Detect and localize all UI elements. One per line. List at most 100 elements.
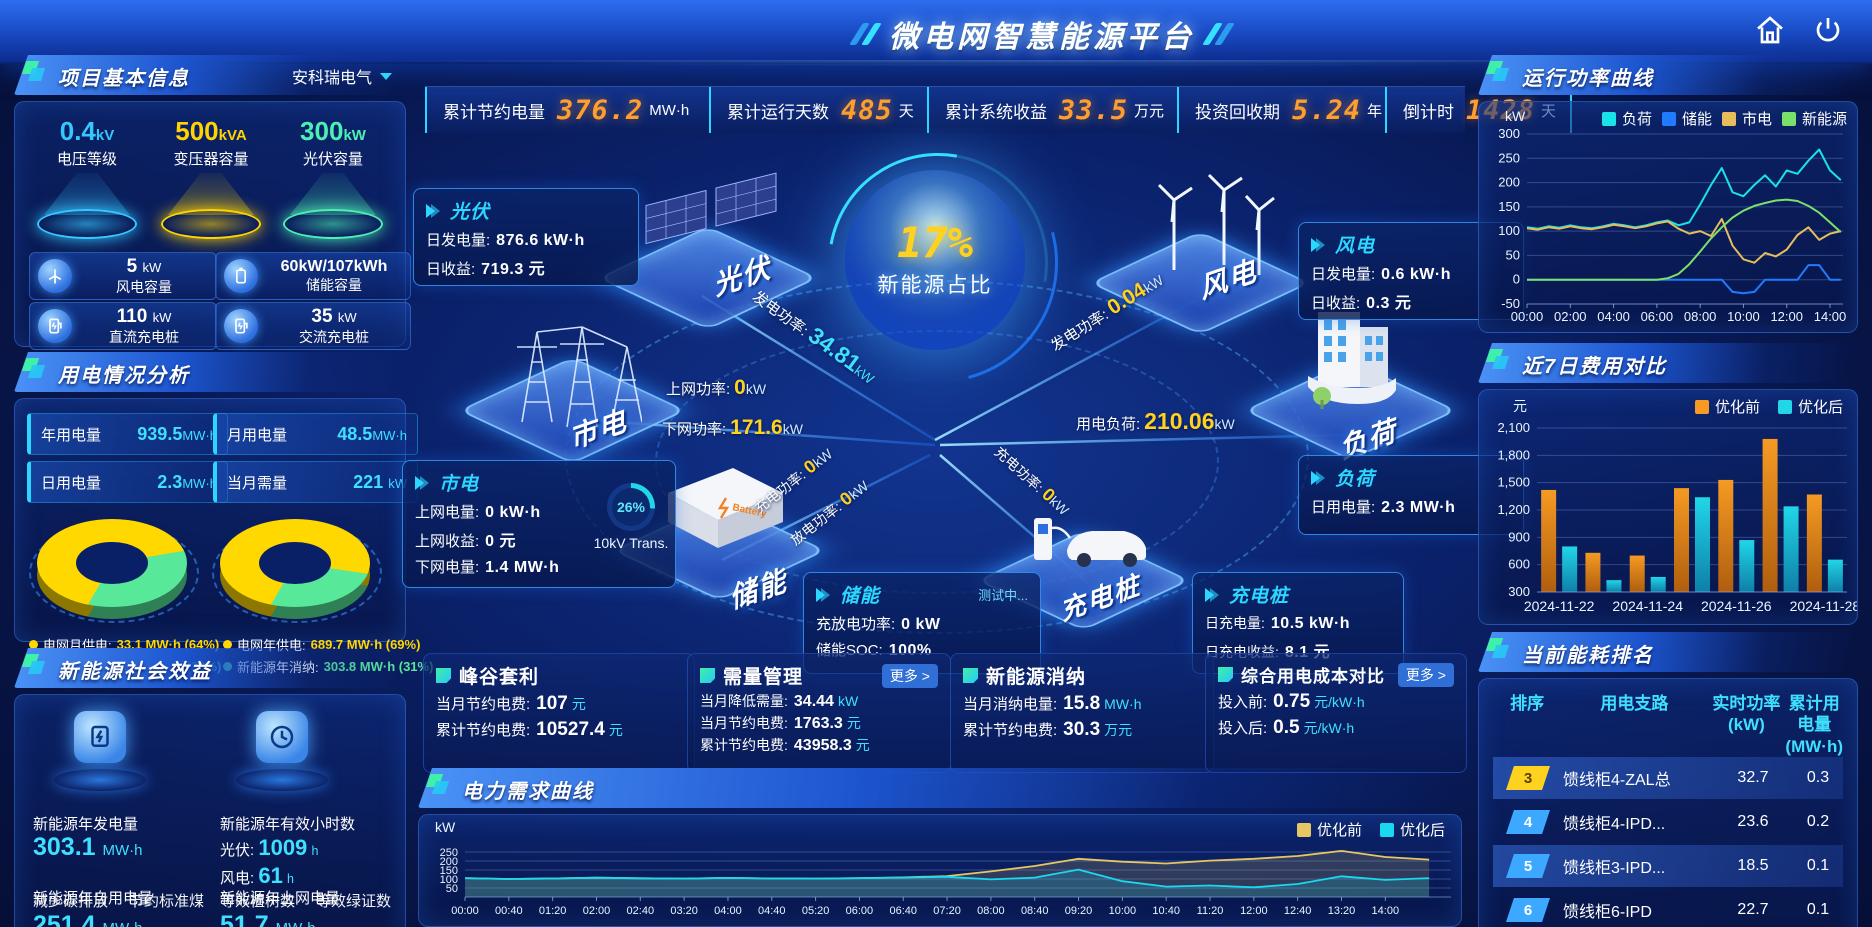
svg-text:00:00: 00:00 [451, 905, 479, 917]
legend-item-市电[interactable]: 市电 [1721, 108, 1772, 129]
y-axis-unit: kW [1505, 108, 1526, 124]
legend-label: 市电 [1741, 111, 1772, 128]
svg-text:50: 50 [446, 883, 458, 895]
legend-item-优化前[interactable]: 优化前 [1296, 819, 1362, 840]
svg-text:150: 150 [440, 865, 458, 877]
svg-text:09:20: 09:20 [1065, 905, 1093, 917]
transformer-gauge: 26% 10kV Trans. [591, 483, 671, 551]
panel-title: 项目基本信息 [58, 68, 190, 90]
svg-text:250: 250 [440, 847, 458, 859]
legend-label: 储能 [1681, 111, 1712, 128]
svg-text:13:20: 13:20 [1328, 905, 1356, 917]
cone-voltage: 0.4kV 电压等级 [27, 116, 147, 239]
rank-badge: 4 [1506, 810, 1550, 834]
chip-month-demand: 当月需量 221 kW [213, 461, 418, 503]
social-hours: 新能源年有效小时数 光伏: 1009 h 风电: 61 h [220, 816, 356, 888]
chip-month-energy: 月用电量 48.5MW·h [213, 413, 418, 455]
card-renewable-consumption: 新能源消纳 当月消纳电量: 15.8 MW·h 累计节约电费: 30.3 万元 [950, 653, 1214, 773]
title-decor-left [849, 23, 882, 45]
more-button[interactable]: 更多 > [1397, 662, 1454, 687]
pedestal-generation [45, 711, 155, 791]
ranking-row[interactable]: 4 馈线柜4-IPD... 23.6 0.2 [1493, 801, 1843, 843]
pedestal-hours [227, 711, 337, 791]
card-ac-charger: 35 kW 交流充电桩 [215, 302, 411, 350]
stat-run-days: 累计运行天数 485 天 [709, 87, 927, 133]
svg-text:300: 300 [1508, 584, 1530, 599]
more-button[interactable]: 更多 > [881, 663, 938, 688]
stat-income: 累计系统收益 33.5 万元 [927, 87, 1177, 133]
panel-title: 当前能耗排名 [1522, 645, 1654, 667]
panel-corner-icon [1485, 59, 1512, 85]
panel-corner-icon [1485, 636, 1512, 662]
legend-item-新能源[interactable]: 新能源 [1781, 108, 1847, 129]
rank-badge: 5 [1506, 854, 1550, 878]
legend-item-负荷[interactable]: 负荷 [1601, 108, 1652, 129]
battery-container-art: Battery [668, 468, 783, 548]
flow-from-grid: 下网功率: 171.6kW [662, 416, 803, 439]
solar-bolt-icon [74, 711, 126, 763]
card-cost-compare: 综合用电成本对比 更多 > 投入前: 0.75 元/kW·h 投入后: 0.5 元/kW… [1205, 653, 1467, 773]
chevron-right-icon [1311, 237, 1327, 252]
y-axis-unit: 元 [1513, 398, 1527, 414]
panel-social-benefit: 新能源社会效益 新能源年发电量 303.1 MW·h [14, 648, 406, 927]
legend-swatch [1296, 822, 1311, 837]
legend-item-优化后[interactable]: 优化后 [1777, 396, 1843, 417]
svg-text:10:40: 10:40 [1152, 905, 1180, 917]
svg-text:04:40: 04:40 [758, 905, 786, 917]
chevron-right-icon [1311, 470, 1327, 485]
card-peak-valley-arbitrage: 峰谷套利 当月节约电费: 107 元 累计节约电费: 10527.4 元 [423, 653, 695, 773]
svg-text:200: 200 [1498, 175, 1520, 190]
svg-text:100: 100 [1498, 223, 1520, 238]
company-dropdown[interactable]: 安科瑞电气 [292, 64, 392, 88]
ranking-header: 排序 用电支路 实时功率 (kW) 累计用电量 (MW·h) [1510, 694, 1843, 756]
svg-text:1,800: 1,800 [1497, 447, 1530, 462]
svg-text:10:00: 10:00 [1727, 309, 1760, 324]
cone-transformer: 500kVA 变压器容量 [151, 116, 271, 239]
panel-corner-icon [21, 652, 48, 678]
rank-badge: 3 [1506, 766, 1550, 790]
demand-chart-legend: 优化前 优化后 [1296, 819, 1445, 840]
ranking-row[interactable]: 6 馈线柜6-IPD 22.7 0.1 [1493, 889, 1843, 927]
legend-item-优化后[interactable]: 优化后 [1379, 819, 1445, 840]
panel-title: 运行功率曲线 [1522, 68, 1654, 90]
svg-text:12:00: 12:00 [1240, 905, 1268, 917]
panel-corner-icon [1485, 347, 1512, 373]
fee-chart-legend: 优化前 优化后 [1694, 396, 1843, 417]
ranking-row[interactable]: 3 馈线柜4-ZAL总 32.7 0.3 [1493, 757, 1843, 799]
fee-chart: 300 600 900 1,200 1,500 1,800 2,100 2024-11-22 2… [1479, 406, 1860, 631]
svg-text:02:40: 02:40 [627, 905, 655, 917]
svg-text:07:20: 07:20 [933, 905, 961, 917]
svg-text:12:40: 12:40 [1284, 905, 1312, 917]
panel-demand-curve: 电力需求曲线 kW 优化前 优化后 50 100 150 200 250 00:00 00:4… [418, 768, 1462, 927]
svg-text:00:00: 00:00 [1511, 309, 1544, 324]
svg-text:900: 900 [1508, 529, 1530, 544]
chip-day-energy: 日用电量 2.3MW·h [27, 461, 228, 503]
run_power-svg: -50 0 50 100 150 200 250 300 00:00 02:00 04:00 06:0… [1498, 126, 1846, 324]
card-wind-capacity: 5 kW 风电容量 [29, 252, 217, 300]
svg-text:150: 150 [1498, 199, 1520, 214]
svg-text:08:40: 08:40 [1021, 905, 1049, 917]
legend-label: 新能源 [1801, 111, 1847, 128]
legend-item-储能[interactable]: 储能 [1661, 108, 1712, 129]
svg-text:250: 250 [1498, 150, 1520, 165]
chevron-right-icon [415, 475, 431, 490]
legend-item-优化前[interactable]: 优化前 [1694, 396, 1760, 417]
legend-swatch [1661, 111, 1676, 126]
panel-run-power-curve: 运行功率曲线 kW 负荷 储能 市电 新能源 -50 0 50 100 150 200 250 30… [1478, 55, 1858, 333]
ac-charger-icon [224, 309, 258, 343]
home-icon[interactable] [1754, 14, 1786, 46]
ranking-row[interactable]: 5 馈线柜3-IPD... 18.5 0.1 [1493, 845, 1843, 887]
fee_compare-svg: 300 600 900 1,200 1,500 1,800 2,100 2024-11-22 2… [1497, 420, 1860, 614]
ev-charger-art [1034, 518, 1146, 567]
legend-label: 优化后 [1399, 822, 1445, 839]
svg-text:04:00: 04:00 [714, 905, 742, 917]
svg-text:02:00: 02:00 [1554, 309, 1587, 324]
chip-year-energy: 年用电量 939.5MW·h [27, 413, 228, 455]
power-icon[interactable] [1812, 14, 1844, 46]
social-self-use: 减少碳排放 节约标准煤 新能源年自用电量 251.4 MW·h 176.1 t … [33, 890, 205, 927]
dc-charger-icon [38, 309, 72, 343]
renewable-percent: 17% [897, 218, 973, 267]
legend-swatch [1781, 111, 1796, 126]
clock-icon [256, 711, 308, 763]
load-building-art [1308, 312, 1396, 409]
